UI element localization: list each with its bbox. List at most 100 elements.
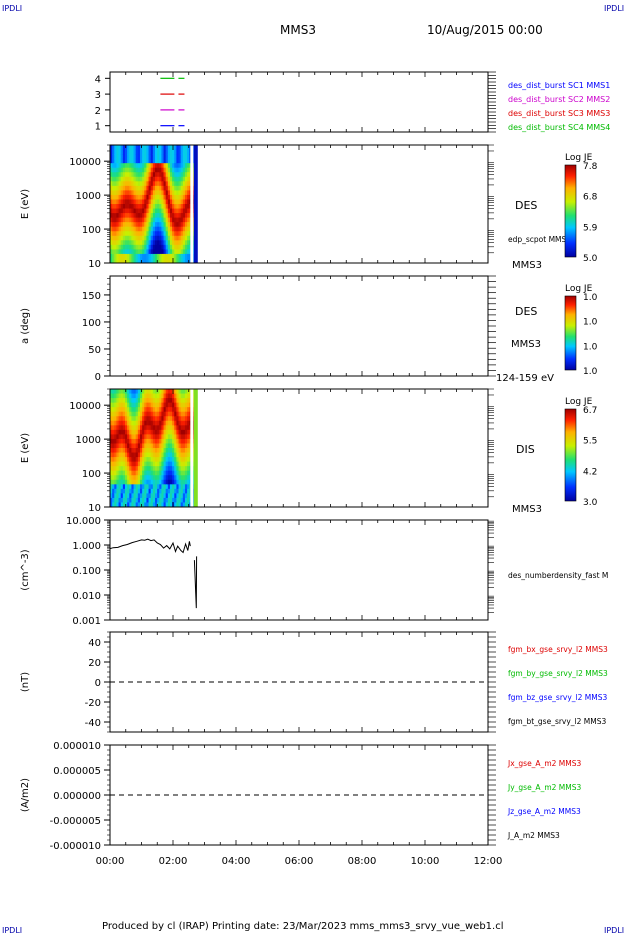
spectrogram-cell [135,158,139,164]
spectrogram-cell [118,398,122,404]
spectrogram-cell [174,217,178,223]
spectrogram-cell [135,244,139,250]
spectrogram-cell [165,226,169,232]
spectrogram-cell [161,194,165,201]
spectrogram-cell [161,172,165,178]
spectrogram-cell [152,208,156,214]
spectrogram-cell [154,398,158,404]
spectrogram-cell [118,448,122,454]
spectrogram-cell [110,398,113,404]
spectrogram-cell [174,194,178,201]
spectrogram-cell [144,149,148,155]
spectrogram-cell [152,493,156,499]
dis-energy-colorbar-tick-label: 5.5 [583,437,597,447]
spectrogram-cell [154,190,158,196]
spectrogram-cell [142,448,145,454]
spectrogram-cell [178,204,182,210]
spectrogram-cell [178,249,182,255]
spectrogram-cell [150,398,154,404]
spectrogram-cell [150,420,154,426]
spectrogram-cell [174,420,178,426]
spectrogram-cell [142,452,145,458]
spectrogram-cell [127,258,130,263]
spectrogram-cell [165,231,169,237]
dis-energy-y-tick-label: 1000 [76,435,101,446]
spectrogram-cell [127,253,130,260]
spectrogram-cell [144,466,148,472]
spectrogram-cell [122,244,126,250]
dis-energy-colorbar-title: Log JE [565,397,593,407]
spectrogram-cell [176,235,180,241]
spectrogram-cell [169,493,173,499]
spectrogram-cell [178,213,182,219]
spectrogram-cell [176,452,180,458]
spectrogram-cell [118,185,122,191]
spectrogram-cell [152,226,156,232]
spectrogram-cell [167,411,171,417]
spectrogram-cell [144,389,148,395]
spectrogram-cell [142,443,145,449]
spectrogram-cell [157,158,160,164]
spectrogram-cell [110,420,113,426]
spectrogram-cell [167,398,171,404]
spectrogram-cell [184,393,188,399]
spectrogram-cell [152,235,156,241]
spectrogram-cell [172,249,175,255]
spectrogram-cell [176,393,180,399]
spectrogram-cell [137,497,141,504]
spectrogram-cell [165,488,169,494]
spectrogram-cell [178,502,182,507]
spectrogram-cell [120,217,124,223]
spectrogram-cell [154,425,158,431]
spectrogram-cell [129,443,133,449]
spectrogram-cell [122,253,126,260]
spectrogram-cell [148,158,152,164]
spectrogram-cell [144,185,148,191]
spectrogram-cell [120,434,124,440]
spectrogram-cell [133,466,137,472]
spectrogram-cell [152,253,156,260]
spectrogram-cell [159,213,163,219]
spectrogram-cell [146,194,150,201]
spectrogram-cell [148,466,152,472]
spectrogram-cell [163,493,167,499]
spectrogram-cell [172,484,175,490]
density-series-line [109,538,191,554]
spectrogram-cell [176,222,180,228]
spectrogram-cell [165,163,169,169]
spectrogram-cell [114,244,118,250]
spectrogram-cell [154,253,158,260]
spectrogram-cell [122,231,126,237]
current-density-legend-entry: J_A_m2 MMS3 [507,831,560,840]
spectrogram-cell [131,438,135,445]
spectrogram-cell [157,416,160,422]
spectrogram-cell [124,145,128,151]
spectrogram-cell [165,249,169,255]
spectrogram-cell [110,402,113,408]
spectrogram-cell [124,402,128,408]
spectrogram-cell [133,194,137,201]
spectrogram-cell [112,452,115,458]
spectrogram-cell [180,181,184,187]
spectrogram-cell [182,484,186,490]
spectrogram-cell [139,163,143,169]
spectrogram-cell [139,411,143,417]
spectrogram-cell [122,443,126,449]
spectrogram-cell [172,145,175,151]
spectrogram-cell [180,222,184,228]
spectrogram-cell [187,434,190,440]
spectrogram-cell [142,425,145,431]
density-y-tick-label: 1.000 [72,541,101,552]
spectrogram-cell [150,204,154,210]
spectrogram-cell [116,493,120,499]
spectrogram-cell [180,208,184,214]
spectrogram-cell [131,475,135,481]
spectrogram-cell [150,158,154,164]
spectrogram-cell [161,407,165,413]
spectrogram-cell [142,240,145,246]
spectrogram-cell [110,429,113,435]
spectrogram-cell [120,493,124,499]
spectrogram-cell [114,402,118,408]
spectrogram-cell [178,185,182,191]
spectrogram-cell [150,222,154,228]
